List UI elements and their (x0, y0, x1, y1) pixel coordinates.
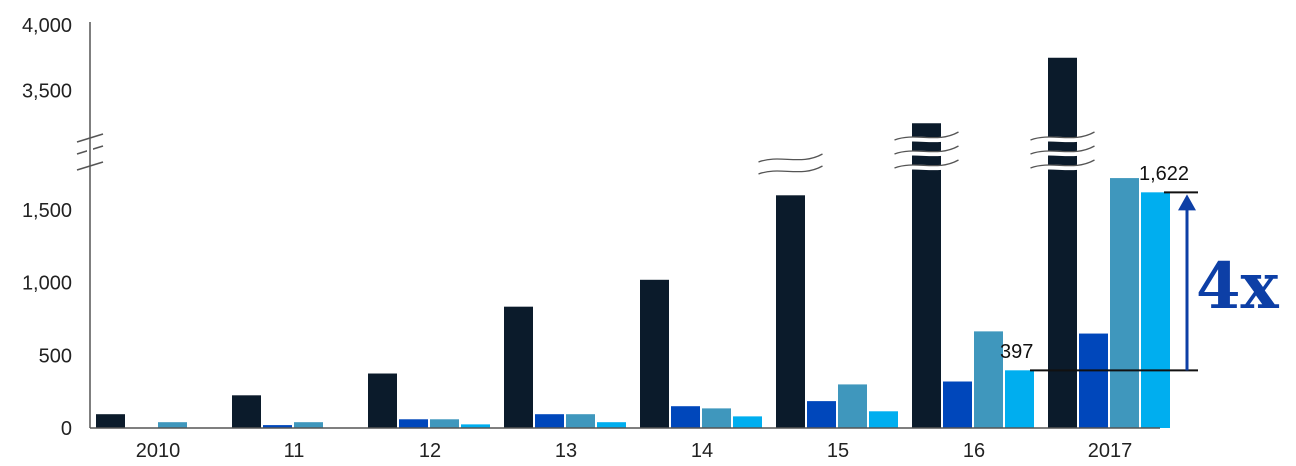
x-tick-label: 16 (963, 440, 985, 462)
bar-break-mark (894, 159, 959, 169)
bar-11-s3 (294, 422, 323, 428)
bar-14-s2 (671, 406, 700, 428)
y-tick-label: 3,500 (22, 81, 72, 103)
bar-2017-s3 (1110, 178, 1139, 428)
y-tick-label: 1,000 (22, 273, 72, 295)
bar-break-gap (1029, 131, 1096, 145)
growth-annotation: 397 1,622 4x (1000, 163, 1280, 372)
growth-arrow-head (1178, 194, 1196, 211)
bar-break-mark (894, 131, 959, 141)
bar-14-s4 (733, 416, 762, 428)
bar-break-gap (757, 165, 824, 179)
bar-16-s3 (974, 331, 1003, 428)
bar-14-s1 (640, 279, 669, 428)
axes-layer: 0 500 1,000 1,500 3,500 4,000 2010 11 12 13 14 15 16… (22, 15, 1160, 462)
y-tick-label: 500 (39, 345, 72, 367)
bar-2017-s4 (1141, 192, 1170, 428)
bar-11-s1 (232, 395, 261, 428)
bar-14-s3 (702, 408, 731, 428)
bar-15-s2 (807, 401, 836, 428)
bar-15-s1 (776, 195, 805, 428)
bar-12-s2 (399, 419, 428, 428)
x-tick-label: 12 (419, 440, 441, 462)
bar-2010-s1 (96, 414, 125, 428)
bar-2017-s2 (1079, 333, 1108, 428)
y-tick-label: 0 (61, 418, 72, 440)
bar-break-gap (893, 145, 960, 159)
bar-13-s3 (566, 414, 595, 428)
bar-break-gap (1029, 145, 1096, 159)
bar-break-mark (894, 145, 959, 155)
axis-break-marks (76, 131, 1096, 179)
bar-15-s4 (869, 411, 898, 428)
bar-16-s2 (943, 381, 972, 428)
x-tick-label: 2010 (136, 440, 181, 462)
bar-2017-s1 (1048, 57, 1077, 428)
x-tick-label: 11 (284, 440, 305, 462)
bar-12-s4 (461, 424, 490, 428)
bar-16-s1 (912, 123, 941, 428)
bar-2010-s3 (158, 422, 187, 428)
bar-13-s1 (504, 306, 533, 428)
bar-13-s2 (535, 414, 564, 428)
bar-12-s1 (368, 373, 397, 428)
bar-break-mark (1030, 159, 1095, 169)
bar-break-gap (893, 159, 960, 173)
end-value-label: 1,622 (1139, 163, 1189, 185)
bar-break-gap (1029, 159, 1096, 173)
bar-11-s2 (263, 425, 292, 428)
bar-12-s3 (430, 419, 459, 428)
bar-break-mark (1030, 145, 1095, 155)
bar-break-mark (758, 165, 823, 175)
x-tick-label: 15 (827, 440, 849, 462)
growth-multiplier-label: 4x (1196, 249, 1280, 324)
bar-15-s3 (838, 384, 867, 428)
bar-break-gap (893, 131, 960, 145)
x-tick-label: 2017 (1088, 440, 1133, 462)
bar-13-s4 (597, 422, 626, 428)
x-tick-label: 13 (555, 440, 577, 462)
bar-break-mark (1030, 131, 1095, 141)
bars-layer (96, 57, 1170, 428)
start-value-label: 397 (1000, 341, 1033, 363)
y-tick-label: 1,500 (22, 200, 72, 222)
bar-16-s4 (1005, 370, 1034, 428)
bar-break-gap (757, 153, 824, 167)
y-tick-label: 4,000 (22, 15, 72, 37)
x-tick-label: 14 (691, 440, 713, 462)
bar-break-mark (758, 153, 823, 163)
